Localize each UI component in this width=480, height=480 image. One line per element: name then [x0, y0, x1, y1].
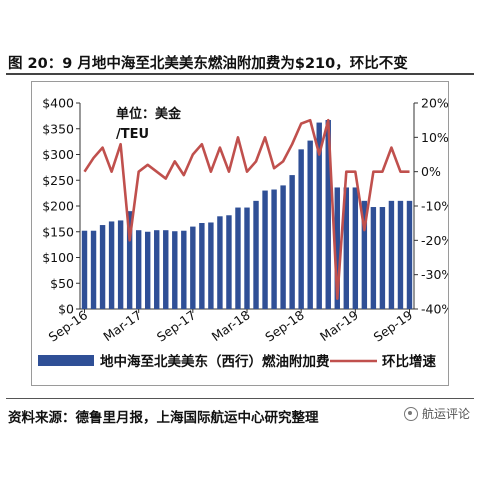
watermark-text: 航运评论 [421, 407, 470, 421]
bar [226, 215, 232, 309]
y-right-tick-label: -40% [421, 302, 448, 317]
bar [370, 207, 377, 309]
bar [307, 140, 313, 309]
chart-canvas: $0 $50 $100 $150 $200 $250 $300 $350 $400 -40% -30… [38, 96, 448, 370]
y-left-tick-label: $100 [42, 250, 74, 265]
y-left-tick-label: $150 [42, 224, 74, 239]
y-left-tick-label: $400 [42, 96, 74, 111]
bar [253, 200, 259, 309]
legend-line-label: 环比增速 [382, 353, 436, 370]
bar [181, 230, 187, 309]
bar [262, 190, 268, 309]
bar [144, 231, 151, 309]
chart-area: $0 $50 $100 $150 $200 $250 $300 $350 $400 -40% -30… [31, 81, 449, 386]
bar [81, 230, 88, 309]
y-right-tick-label: 0% [421, 164, 441, 179]
x-tick-label: Mar-19 [317, 307, 361, 344]
y-left-tick-label: $350 [42, 121, 74, 136]
y-left-tick-label: $250 [42, 173, 74, 188]
unit-annotation: 单位：美金 [116, 106, 182, 122]
y-right-tick-label: 20% [421, 96, 448, 111]
bar [108, 221, 115, 309]
bar [135, 230, 142, 309]
y-right-tick-label: 10% [421, 130, 448, 145]
bar [397, 200, 404, 309]
source-note: 资料来源：德鲁里月报，上海国际航运中心研究整理 [8, 410, 319, 426]
x-tick-label: Sep-17 [154, 307, 199, 345]
bar [154, 230, 160, 309]
bar [208, 222, 214, 309]
bar [289, 175, 295, 309]
unit-annotation: /TEU [116, 127, 149, 142]
legend-bar-swatch [38, 355, 94, 366]
watermark: 航运评论 [403, 405, 470, 422]
bar [361, 200, 368, 309]
bar [199, 222, 205, 309]
bar [406, 200, 413, 309]
bar [343, 187, 350, 309]
x-tick-label: Sep-18 [262, 307, 307, 345]
y-left-tick-label: $50 [50, 276, 74, 291]
y-left-tick-label: $300 [42, 147, 74, 162]
bar [217, 216, 223, 309]
bar [316, 122, 322, 309]
bar [352, 187, 359, 309]
bar [388, 200, 395, 309]
y-left-tick-label: $200 [42, 199, 74, 214]
bar [235, 207, 241, 309]
x-tick-label: Mar-17 [100, 307, 144, 344]
y-right-tick-label: -20% [421, 233, 448, 248]
legend-bar-label: 地中海至北美美东（西行）燃油附加费 [100, 353, 330, 370]
bar [99, 225, 106, 309]
bar [163, 230, 169, 309]
x-tick-label: Mar-18 [209, 307, 253, 344]
bar [117, 220, 124, 309]
y-right-tick-label: -30% [421, 267, 448, 282]
bar [244, 207, 250, 309]
wechat-icon [403, 406, 418, 421]
x-tick-label: Sep-19 [371, 307, 416, 345]
bar [90, 230, 97, 309]
bar [379, 207, 386, 309]
y-left-tick-label: $0 [58, 302, 74, 317]
bar [325, 119, 331, 309]
y-right-tick-label: -10% [421, 199, 448, 214]
bar [126, 211, 133, 309]
bar [172, 231, 178, 309]
bar [334, 187, 340, 309]
bar [298, 149, 304, 309]
figure-title: 图 20：9 月地中海至北美美东燃油附加费为$210，环比不变 [8, 56, 408, 72]
source-rule [6, 398, 474, 399]
title-rule [6, 73, 474, 75]
bar [190, 226, 196, 309]
bar [280, 185, 286, 309]
bar [271, 189, 277, 309]
